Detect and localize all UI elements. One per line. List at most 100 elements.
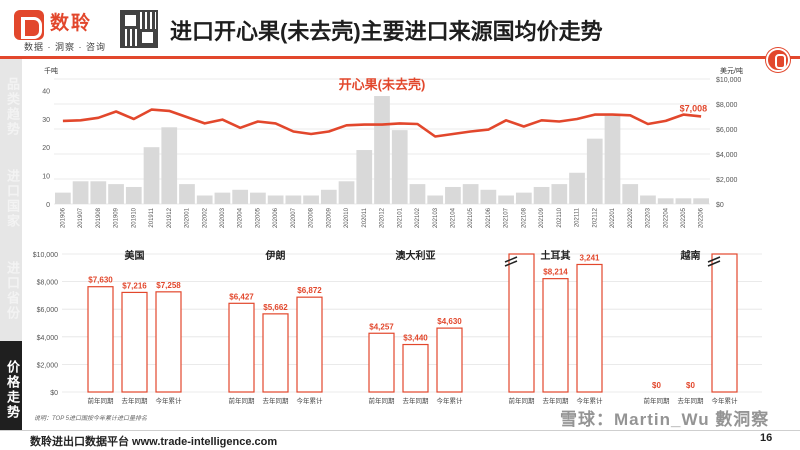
period-label: 前年同期 (369, 396, 396, 405)
left-tick-label: 10 (42, 174, 50, 181)
top-chart-title: 开心果(未去壳) (339, 77, 426, 92)
price-value-label: $3,440 (403, 334, 428, 343)
price-bar (121, 291, 148, 393)
x-tick-label: 202012 (380, 207, 386, 228)
volume-bar (108, 184, 124, 204)
price-bar (508, 253, 535, 393)
x-tick-label: 201910 (131, 207, 137, 228)
x-tick-label: 201909 (114, 207, 120, 228)
country-label: 越南 (680, 249, 701, 262)
brand-name: 数聆 (50, 13, 93, 34)
volume-bar (374, 96, 390, 204)
x-tick-label: 202001 (185, 207, 191, 228)
price-bar (368, 332, 395, 393)
x-tick-label: 202009 (326, 207, 332, 228)
left-tick-label: 0 (46, 202, 50, 209)
period-label: 今年累计 (297, 396, 324, 405)
bottom-y-tick-label: $8,000 (37, 280, 59, 287)
price-value-label: $6,872 (297, 286, 322, 295)
x-tick-label: 202011 (362, 207, 368, 227)
volume-bar (515, 192, 532, 204)
x-tick-label: 202005 (255, 207, 261, 228)
x-tick-label: 202107 (504, 207, 510, 228)
period-label: 前年同期 (644, 396, 671, 405)
page-title: 进口开心果(未去壳)主要进口来源国均价走势 (170, 19, 603, 44)
volume-bar (551, 184, 568, 204)
header: 数聆 数据 · 洞察 · 咨询 进口开心果(未去壳)主要进口来源国均价走势 (0, 0, 800, 58)
volume-bar (356, 150, 373, 204)
volume-bar (569, 172, 585, 204)
x-tick-label: 202104 (450, 207, 456, 228)
volume-bar (391, 130, 408, 204)
qr-code-icon (120, 10, 158, 48)
x-tick-label: 202202 (628, 207, 634, 228)
sidebar-item-import-province[interactable]: 进口省份 (5, 261, 20, 321)
x-tick-label: 202008 (309, 207, 315, 228)
period-label: 今年累计 (577, 396, 604, 405)
sidebar-item-import-country[interactable]: 进口国家 (5, 169, 20, 229)
period-label: 去年同期 (263, 396, 290, 405)
axis-break-mark (707, 256, 721, 263)
price-value-label: $0 (652, 381, 661, 390)
price-bar (155, 291, 182, 393)
footnote: 说明：TOP 5进口国按今年累计进口量排名 (34, 416, 148, 422)
volume-bar (55, 192, 71, 204)
left-tick-label: 20 (42, 145, 50, 152)
left-tick-label: 30 (42, 117, 50, 124)
bottom-y-tick-label: $4,000 (37, 335, 59, 342)
volume-bar (125, 186, 142, 204)
right-tick-label: $4,000 (716, 152, 738, 159)
period-label: 今年累计 (712, 396, 739, 405)
volume-bar (622, 184, 639, 204)
x-tick-label: 202004 (238, 207, 244, 228)
volume-bar (604, 115, 621, 204)
x-tick-label: 202101 (397, 207, 403, 228)
left-axis-unit: 千吨 (44, 66, 58, 75)
volume-bar (427, 195, 444, 204)
volume-bar (250, 192, 266, 204)
x-tick-label: 202002 (202, 207, 208, 228)
period-label: 去年同期 (403, 396, 430, 405)
x-tick-label: 202105 (468, 207, 474, 228)
price-value-label: $7,216 (122, 281, 147, 290)
page-number: 16 (760, 432, 773, 444)
volume-bar (445, 186, 461, 204)
header-divider (0, 56, 800, 59)
right-tick-label: $8,000 (716, 102, 738, 109)
volume-bar (72, 181, 89, 204)
price-trend-chart: 千吨 美元/吨 0 10 20 30 40 $0 $2,000 $4,000 $6,000 $8,00… (33, 66, 762, 405)
price-bar (402, 343, 429, 393)
x-tick-label: 202106 (486, 207, 492, 228)
right-tick-label: $10,000 (716, 77, 741, 84)
x-tick-label: 202204 (663, 207, 669, 228)
sidebar-item-price-trend[interactable]: 价格走势 (0, 341, 22, 431)
volume-bar (586, 138, 603, 204)
axis-break-mark (504, 256, 518, 263)
mouse-icon (766, 48, 790, 72)
price-bar (711, 253, 738, 393)
volume-bar (409, 184, 426, 204)
country-label: 土耳其 (541, 249, 571, 262)
volume-bar (675, 198, 692, 204)
x-tick-label: 201906 (60, 207, 66, 228)
price-value-label: $6,427 (229, 292, 254, 301)
watermark: 雪球：Martin_Wu 數洞察 (560, 410, 770, 429)
volume-bar (214, 192, 231, 204)
footer-divider (0, 430, 800, 431)
period-label: 今年累计 (156, 396, 183, 405)
volume-bar (143, 147, 160, 204)
volume-bar (462, 184, 479, 204)
x-tick-label: 202203 (646, 207, 652, 228)
sidebar-item-category-trend[interactable]: 品类趋势 (5, 77, 20, 137)
x-tick-label: 202108 (521, 207, 527, 228)
price-value-label: $7,258 (156, 281, 181, 290)
x-tick-label: 202006 (273, 207, 279, 228)
price-bar (436, 327, 463, 393)
x-tick-label: 202003 (220, 207, 226, 228)
price-line (62, 108, 702, 138)
country-label: 伊朗 (265, 249, 286, 262)
volume-bar (196, 195, 213, 204)
price-value-label: $8,214 (543, 268, 568, 277)
volume-bar (498, 195, 514, 204)
bottom-y-tick-label: $2,000 (37, 362, 59, 369)
